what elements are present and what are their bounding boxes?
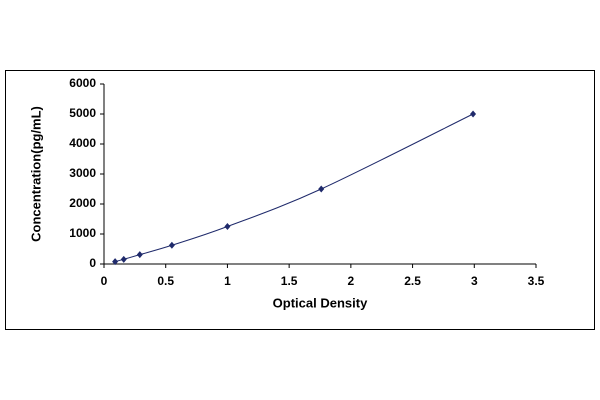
x-tick-label: 1.5 (281, 274, 298, 288)
y-tick-label: 4000 (69, 136, 96, 150)
data-point (168, 241, 175, 249)
x-tick-label: 0 (101, 274, 108, 288)
y-tick-label: 5000 (69, 106, 96, 120)
data-point (120, 255, 127, 263)
y-tick-label: 0 (89, 256, 96, 270)
data-point (112, 258, 119, 266)
y-tick-label: 1000 (69, 226, 96, 240)
y-axis-title: Concentration(pg/mL) (28, 106, 43, 242)
y-tick-label: 3000 (69, 166, 96, 180)
x-tick-label: 3 (471, 274, 478, 288)
x-tick-label: 2 (348, 274, 355, 288)
y-tick-label: 6000 (69, 76, 96, 90)
x-tick-label: 0.5 (157, 274, 174, 288)
x-tick-label: 1 (224, 274, 231, 288)
x-axis-title: Optical Density (273, 295, 368, 310)
chart-border (5, 70, 595, 330)
x-tick-label: 3.5 (528, 274, 545, 288)
y-tick-label: 2000 (69, 196, 96, 210)
data-point (136, 251, 143, 259)
fit-line (114, 113, 474, 263)
x-tick-label: 2.5 (404, 274, 421, 288)
data-point (318, 185, 325, 193)
data-point (470, 110, 477, 118)
data-point (224, 223, 231, 230)
